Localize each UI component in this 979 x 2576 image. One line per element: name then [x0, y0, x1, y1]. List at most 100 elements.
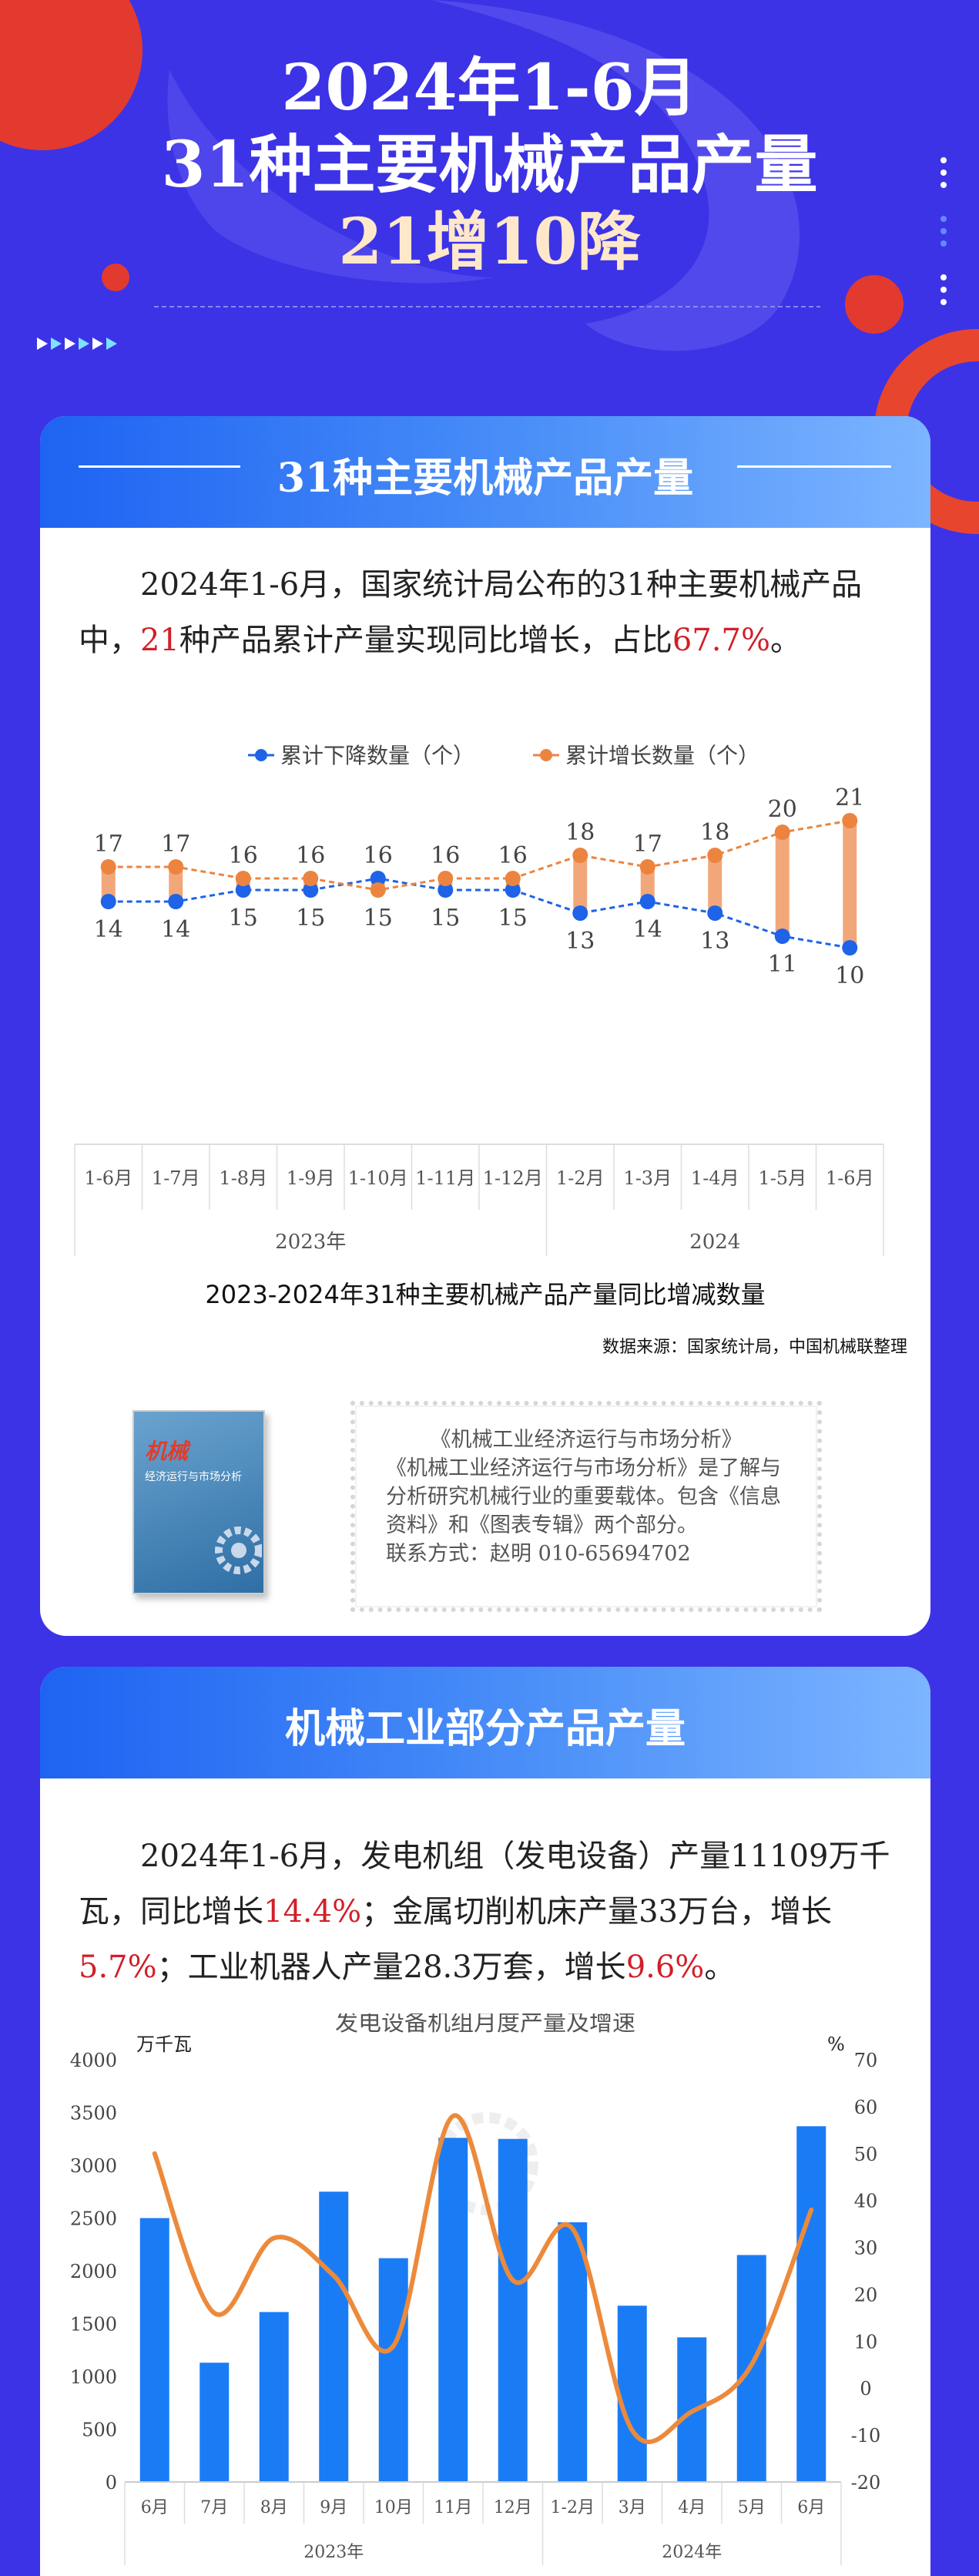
y2-tick-label: 30: [854, 2238, 878, 2259]
output-bar: [259, 2312, 289, 2482]
increase-point: [505, 871, 521, 886]
output-bar: [438, 2138, 468, 2482]
decline-data-label: 15: [229, 905, 258, 932]
y-tick-label: 1000: [70, 2366, 117, 2388]
para2-highlight-1: 14.4%: [263, 1894, 362, 1929]
book-title: 机械: [145, 1439, 189, 1464]
output-bar: [558, 2222, 588, 2482]
y-tick-label: 1500: [70, 2314, 117, 2336]
promo-line4: 资料》和《图表专辑》两个部分。: [386, 1513, 698, 1537]
increase-point: [707, 848, 723, 863]
x-tick-label: 3月: [619, 2498, 646, 2517]
increase-data-label: 16: [364, 842, 393, 869]
para2-text-3: ；工业机器人产量28.3万套，增长: [156, 1950, 626, 1985]
increase-data-label: 16: [229, 842, 258, 869]
hero-title-line2: 31种主要机械产品产量: [161, 128, 818, 202]
y2-tick-label: -10: [851, 2425, 881, 2447]
x-tick-label: 1-2月: [551, 2498, 595, 2517]
output-bar: [319, 2191, 349, 2482]
y-tick-label: 4000: [70, 2050, 117, 2071]
decline-point: [707, 905, 723, 921]
legend-label-0: 累计下降数量（个）: [280, 743, 474, 768]
y-tick-label: 3000: [70, 2155, 117, 2177]
swirl-shape: [431, 0, 800, 351]
increase-data-label: 17: [161, 831, 190, 858]
card1-paragraph: 2024年1-6月，国家统计局公布的31种主要机械产品中，21种产品累计产量实现…: [79, 557, 895, 668]
category-tick-label: 1-4月: [691, 1167, 739, 1189]
increase-point: [168, 859, 184, 875]
increase-point: [438, 871, 454, 886]
legend-marker-1: [540, 749, 552, 761]
increase-data-label: 20: [768, 796, 797, 823]
increase-point: [842, 813, 858, 828]
decor-circle-topleft: [0, 0, 142, 150]
book-cover-image: 机械 经济运行与市场分析: [132, 1410, 265, 1594]
increase-data-label: 17: [633, 831, 662, 858]
increase-point: [639, 859, 655, 875]
decline-point: [235, 882, 251, 898]
category-tick-label: 1-9月: [287, 1167, 335, 1189]
promo-line3: 分析研究机械行业的重要载体。包含《信息: [386, 1485, 781, 1509]
x-tick-label: 12月: [494, 2498, 532, 2517]
decor-dot-left: [102, 264, 129, 291]
decline-data-label: 14: [94, 916, 123, 943]
card1-header: 31种主要机械产品产量: [40, 416, 930, 528]
decline-data-label: 14: [633, 916, 662, 943]
y-tick-label: 2000: [70, 2261, 117, 2282]
para2-text-4: 。: [704, 1950, 736, 1985]
decline-data-label: 13: [700, 928, 729, 955]
para1-text-2: 种产品累计产量实现同比增长，占比: [179, 623, 672, 658]
hero-title-line1: 2024年1-6月: [281, 51, 698, 125]
decline-data-label: 14: [161, 916, 190, 943]
category-tick-label: 1-2月: [556, 1167, 605, 1189]
category-tick-label: 1-11月: [415, 1167, 475, 1189]
y-tick-label: 2500: [70, 2208, 117, 2230]
promo-contact: 联系方式：赵明 010-65694702: [386, 1542, 691, 1566]
range-bar: [775, 832, 790, 936]
chart2-ylabel: 万千瓦: [136, 2034, 192, 2055]
card2-title: 机械工业部分产品产量: [284, 1705, 686, 1752]
card-product-output: 机械工业部分产品产量 2024年1-6月，发电机组（发电设备）产量11109万千…: [40, 1667, 930, 2576]
x-tick-label: 7月: [200, 2498, 228, 2517]
output-bar: [617, 2306, 647, 2482]
book-subtitle: 经济运行与市场分析: [145, 1471, 242, 1483]
promo-stamp-box: 《机械工业经济运行与市场分析》 《机械工业经济运行与市场分析》是了解与 分析研究…: [350, 1401, 822, 1612]
increase-data-label: 21: [835, 784, 864, 811]
y-tick-label: 500: [82, 2420, 117, 2441]
increase-data-label: 18: [700, 819, 729, 846]
para1-text-3: 。: [769, 623, 801, 658]
card2-header: 机械工业部分产品产量: [40, 1667, 930, 1778]
y2-tick-label: 40: [854, 2191, 878, 2212]
category-tick-label: 1-6月: [84, 1167, 132, 1189]
x-tick-label: 10月: [374, 2498, 413, 2517]
y2-tick-label: -20: [851, 2472, 881, 2494]
decline-data-label: 10: [835, 962, 864, 989]
decline-point: [572, 905, 588, 921]
decline-point: [505, 882, 521, 898]
y2-tick-label: 10: [854, 2331, 878, 2353]
increase-point: [235, 871, 251, 886]
y2-tick-label: 50: [854, 2144, 878, 2165]
x-tick-label: 6月: [797, 2498, 825, 2517]
decline-point: [168, 894, 184, 909]
dots-icon: [940, 157, 947, 305]
chart2-y2label: %: [827, 2034, 845, 2055]
y2-tick-label: 20: [854, 2284, 878, 2306]
para2-text-1: 2024年1-6月，发电机组（发电设备）产量11109万千瓦，同比增长: [79, 1839, 890, 1929]
chart2-title: 发电设备机组月度产量及增速: [335, 2013, 635, 2037]
decline-point: [774, 929, 790, 944]
data-source: 数据来源：国家统计局，中国机械联整理: [602, 1338, 907, 1357]
decline-data-label: 15: [364, 905, 393, 932]
increase-data-label: 16: [431, 842, 460, 869]
x-tick-label: 4月: [678, 2498, 706, 2517]
hero-title-line3: 21增10降: [338, 205, 641, 279]
increase-point: [303, 871, 319, 886]
y2-tick-label: 60: [854, 2097, 878, 2118]
output-bar: [378, 2258, 408, 2482]
para1-highlight-1: 21: [140, 623, 179, 658]
decline-point: [438, 882, 454, 898]
output-bar: [498, 2138, 528, 2482]
chart1-legend: 累计下降数量（个） 累计增长数量（个）: [248, 743, 759, 768]
category-tick-label: 1-8月: [219, 1167, 267, 1189]
